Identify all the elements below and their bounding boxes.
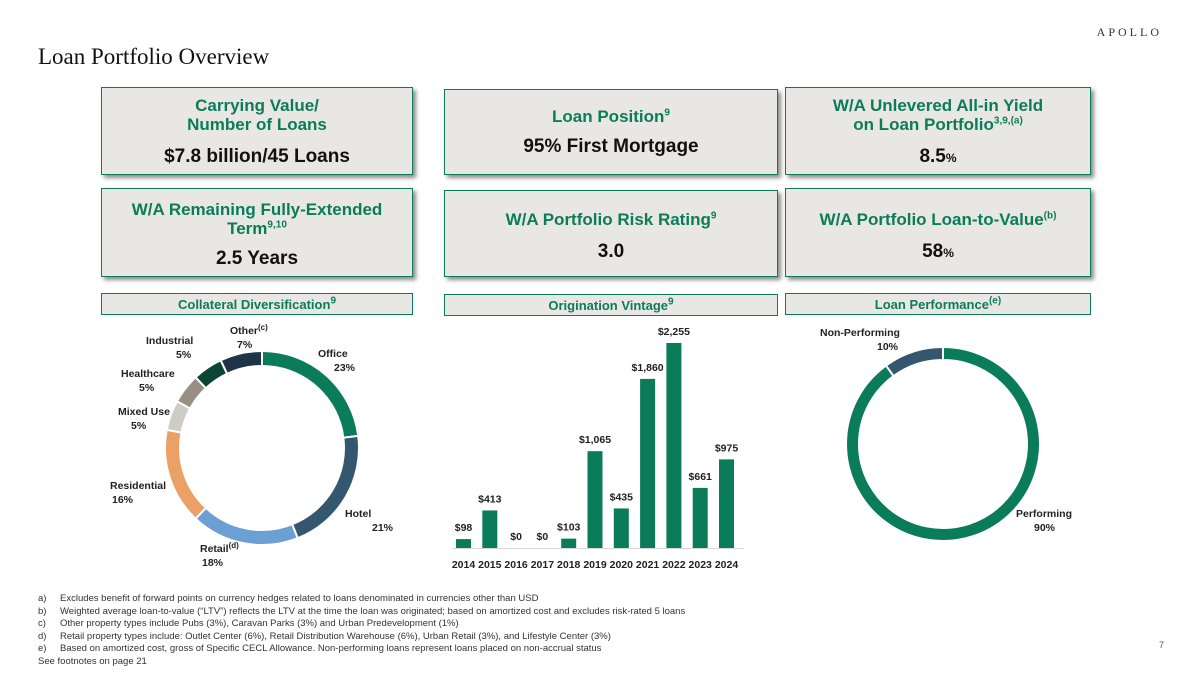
vintage-tick-2018: 2018: [557, 559, 581, 571]
vintage-tick-2021: 2021: [636, 559, 660, 571]
vintage-tick-2019: 2019: [583, 559, 607, 571]
collateral-slice-hotel: [290, 434, 360, 540]
collateral-label-residential: Residential 16%: [110, 480, 166, 506]
collateral-section-header: Collateral Diversification9: [101, 293, 413, 315]
vintage-tick-2016: 2016: [504, 559, 528, 571]
footnote-reference: See footnotes on page 21: [38, 655, 147, 667]
risk-rating-value: 3.0: [597, 241, 625, 262]
vintage-bar-2024: [719, 459, 734, 548]
footnote-b: b) Weighted average loan-to-value (“LTV”)…: [38, 605, 686, 617]
vintage-data-label-2021: $1,860: [632, 362, 664, 374]
vintage-bar-2014: [456, 539, 471, 548]
performance-section-header: Loan Performance(e): [785, 293, 1091, 315]
vintage-tick-2023: 2023: [689, 559, 713, 571]
vintage-data-label-2020: $435: [610, 491, 634, 503]
vintage-tick-2024: 2024: [715, 559, 739, 571]
vintage-tick-2020: 2020: [610, 559, 634, 571]
collateral-label-retail: Retail(d) 18%: [200, 541, 239, 569]
vintage-data-label-2017: $0: [537, 531, 549, 543]
page-number: 7: [1158, 640, 1164, 650]
performance-slice-performing: [845, 345, 1041, 542]
vintage-section-header: Origination Vintage9: [444, 294, 778, 316]
vintage-bar-2018: [561, 538, 577, 548]
remaining-term-label: W/A Remaining Fully-Extended Term9,10: [131, 200, 383, 238]
vintage-bar-2020: [613, 508, 629, 548]
collateral-slice-industrial: [194, 358, 229, 390]
vintage-data-label-2018: $103: [557, 522, 581, 534]
yield-label: W/A Unlevered All-in Yield on Loan Portfo…: [832, 96, 1044, 134]
footnote-a: a) Excludes benefit of forward points on …: [38, 593, 539, 604]
carrying-value-label: Carrying Value/Number of Loans: [187, 96, 327, 134]
ltv-value: 58%: [922, 241, 954, 262]
footnote-c: c) Other property types include Pubs (3%)…: [38, 618, 459, 630]
vintage-bar-chart: $98 2014 $413 2015 $0 2016 $0 2017 $103 2018 $1,06…: [452, 326, 744, 571]
footnote-e: e) Based on amortized cost, gross of Spec…: [38, 643, 602, 655]
carrying-value-card: Carrying Value/Number of Loans $7.8 bill…: [101, 87, 413, 175]
collateral-label-mixed-use: Mixed Use 5%: [118, 406, 170, 432]
vintage-data-label-2014: $98: [455, 522, 473, 534]
performance-label-non-performing: Non-Performing 10%: [820, 327, 900, 353]
vintage-tick-2015: 2015: [478, 559, 502, 571]
collateral-slice-mixed-use: [165, 399, 192, 434]
performance-slice-non-performing: [884, 345, 944, 378]
collateral-label-other: Other(c) 7%: [230, 323, 268, 351]
collateral-label-healthcare: Healthcare 5%: [121, 368, 175, 394]
vintage-tick-2014: 2014: [452, 559, 476, 571]
footnotes: a) Excludes benefit of forward points on …: [38, 593, 685, 669]
vintage-bar-2022: [666, 343, 682, 548]
collateral-slice-other: [219, 349, 263, 376]
vintage-bar-2019: [587, 451, 603, 548]
collateral-slice-healthcare: [175, 375, 208, 410]
vintage-bar-2015: [482, 510, 498, 548]
loan-position-card: Loan Position9 95% First Mortgage: [444, 89, 778, 175]
vintage-data-label-2023: $661: [689, 471, 713, 483]
apollo-logo: APOLLO: [1096, 25, 1162, 39]
risk-rating-card: W/A Portfolio Risk Rating9 3.0: [444, 190, 778, 277]
collateral-slice-office: [261, 349, 360, 439]
collateral-donut-chart: Office 23% Hotel21% Retail(d) 18% Residential…: [110, 323, 394, 569]
collateral-label-hotel: Hotel21%: [345, 508, 394, 534]
collateral-label-industrial: Industrial 5%: [146, 335, 193, 361]
carrying-value-value: $7.8 billion/45 Loans: [164, 146, 350, 167]
loan-position-value: 95% First Mortgage: [523, 136, 699, 157]
vintage-data-label-2015: $413: [478, 493, 502, 505]
collateral-slice-retail: [194, 506, 300, 546]
performance-label-performing: Performing 90%: [1016, 508, 1072, 534]
remaining-term-value: 2.5 Years: [215, 248, 299, 269]
vintage-data-label-2019: $1,065: [579, 434, 611, 446]
risk-rating-label: W/A Portfolio Risk Rating9: [505, 210, 717, 229]
vintage-data-label-2016: $0: [510, 531, 522, 543]
yield-card: W/A Unlevered All-in Yield on Loan Portfo…: [785, 87, 1091, 175]
vintage-data-label-2022: $2,255: [658, 326, 690, 338]
remaining-term-card: W/A Remaining Fully-Extended Term9,10 2.5…: [101, 188, 413, 277]
ltv-label: W/A Portfolio Loan-to-Value(b): [819, 210, 1057, 229]
yield-value: 8.5%: [919, 146, 957, 167]
vintage-tick-2017: 2017: [531, 559, 555, 571]
ltv-card: W/A Portfolio Loan-to-Value(b) 58%: [785, 188, 1091, 277]
performance-donut-chart: Performing 90% Non-Performing 10%: [820, 327, 1072, 542]
vintage-bar-2021: [640, 378, 656, 548]
loan-position-label: Loan Position9: [552, 107, 670, 126]
collateral-label-office: Office 23%: [318, 348, 356, 374]
collateral-slice-residential: [164, 428, 208, 521]
footnote-d: d) Retail property types include: Outlet …: [38, 630, 611, 642]
vintage-tick-2022: 2022: [662, 559, 686, 571]
vintage-data-label-2024: $975: [715, 442, 739, 454]
vintage-bar-2023: [692, 487, 708, 548]
page-title: Loan Portfolio Overview: [38, 44, 270, 69]
